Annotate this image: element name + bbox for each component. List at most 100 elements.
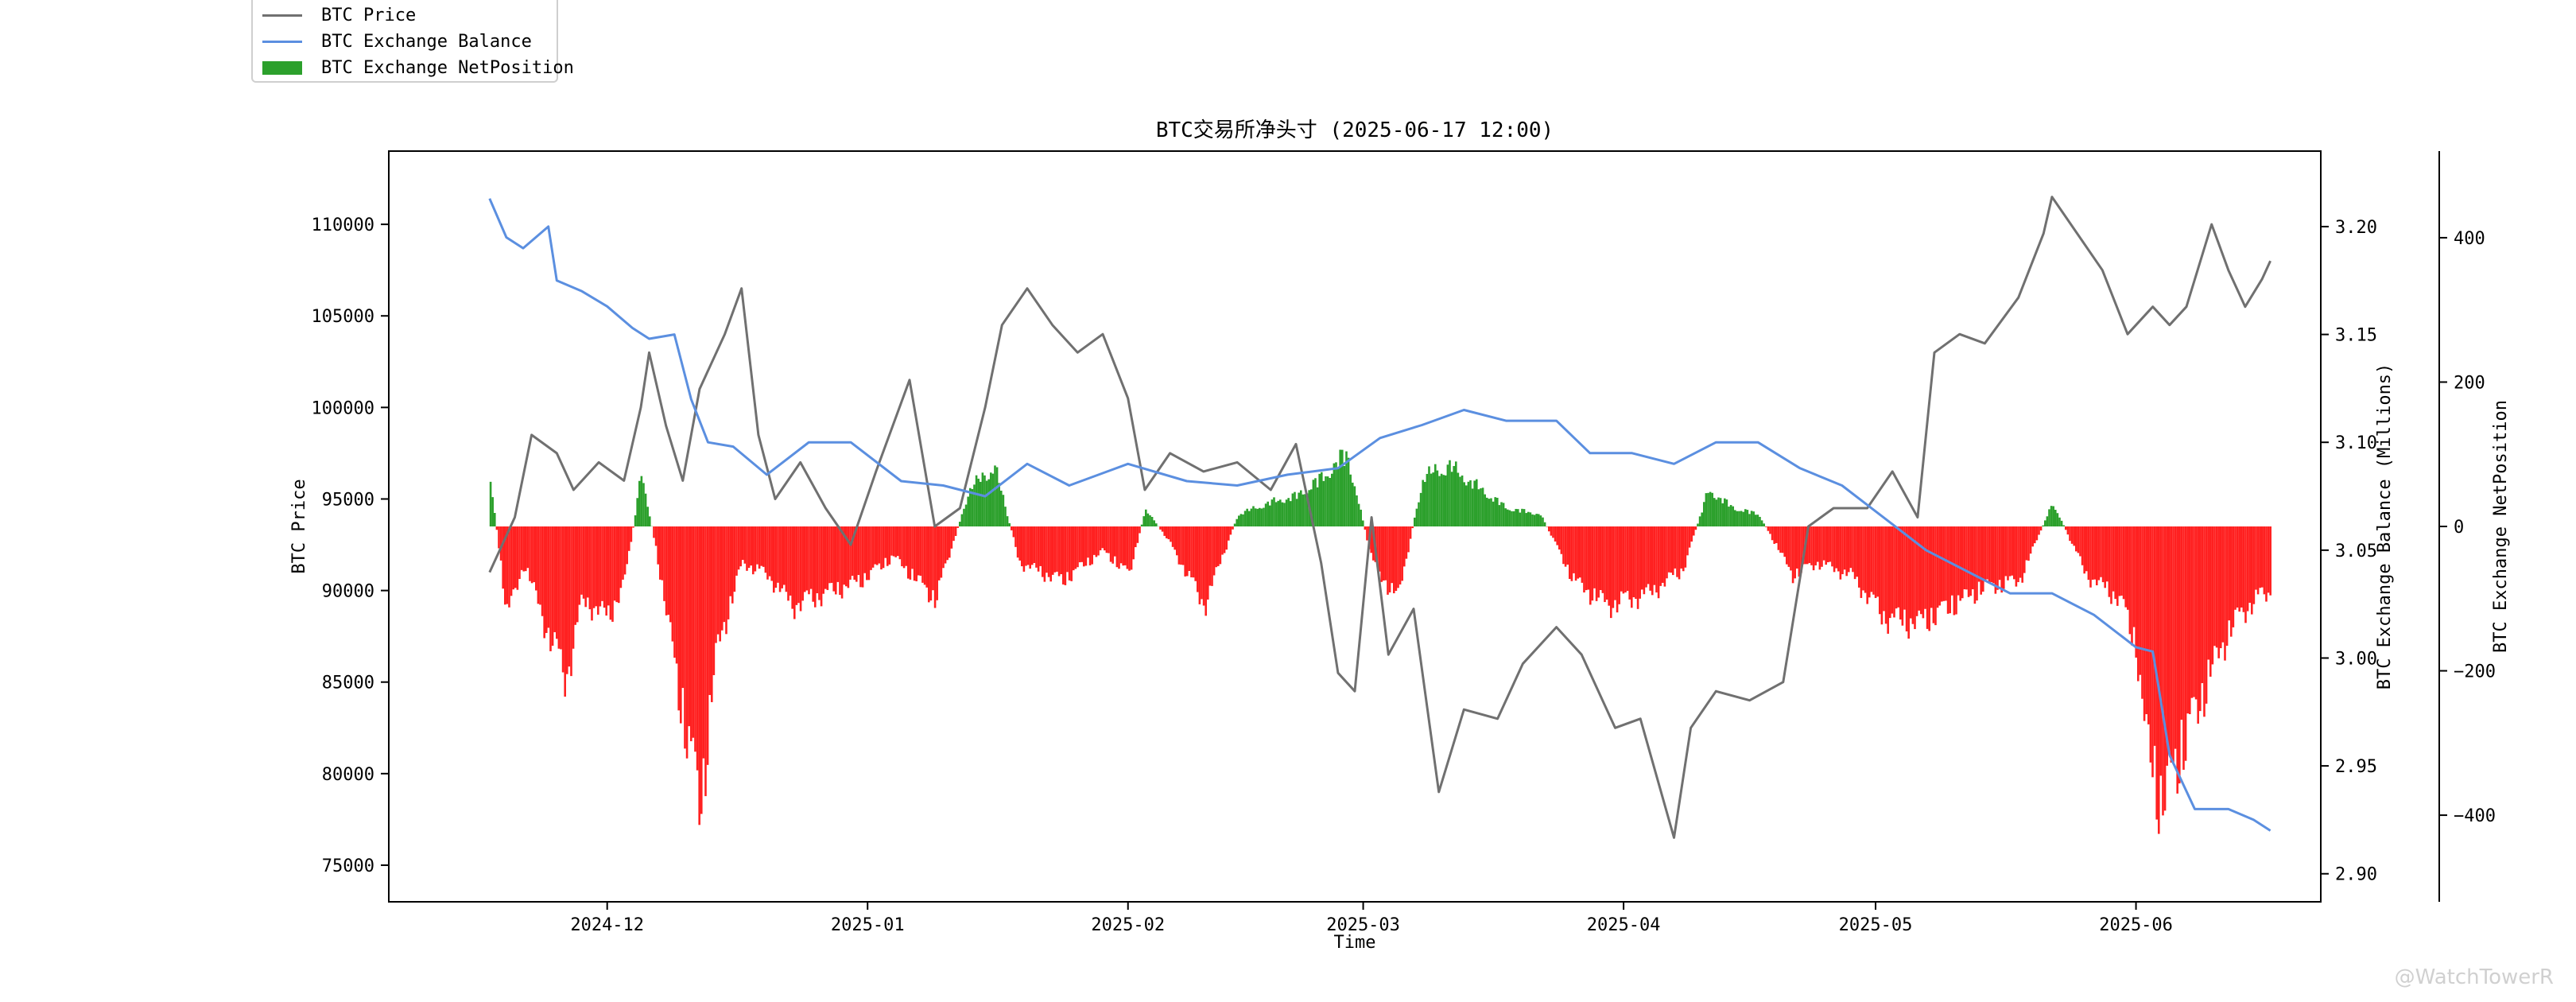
netposition-bar (1247, 511, 1251, 526)
netposition-bar (1595, 526, 1598, 601)
netposition-bar (2015, 526, 2018, 587)
netposition-bar (642, 483, 645, 526)
netposition-bar (1382, 526, 1385, 581)
netposition-bar (619, 526, 623, 588)
netposition-bar (1392, 526, 1395, 594)
netposition-bar (1872, 526, 1875, 595)
y-left-label: BTC Price (289, 479, 309, 573)
netposition-bar (1740, 511, 1743, 526)
netposition-bar (2256, 526, 2260, 595)
netposition-bar (2228, 526, 2230, 621)
netposition-bar (919, 526, 922, 576)
netposition-bar (770, 526, 773, 581)
netposition-bar (2085, 526, 2088, 572)
netposition-bar (1502, 503, 1505, 526)
netposition-bar (1573, 526, 1575, 573)
netposition-bar (1626, 526, 1629, 592)
netposition-bar (640, 476, 643, 526)
netposition-bar (1285, 499, 1288, 526)
netposition-bar (843, 526, 845, 585)
netposition-bar (1992, 526, 1995, 584)
netposition-bar (956, 526, 959, 528)
netposition-bar (648, 516, 651, 526)
netposition-bar (932, 526, 934, 591)
netposition-bar (1103, 526, 1106, 551)
netposition-bar (1409, 526, 1412, 539)
netposition-bar (1732, 506, 1734, 526)
netposition-bar (987, 479, 990, 526)
netposition-bar (595, 526, 597, 607)
netposition-bar (1039, 526, 1042, 566)
netposition-bar (1057, 526, 1061, 577)
netposition-bar (743, 526, 747, 564)
netposition-bar (1812, 526, 1815, 571)
netposition-bar (654, 526, 658, 546)
netposition-bar (539, 526, 541, 605)
netposition-bar (1860, 526, 1863, 598)
y-right2-tick-label-200: 200 (2454, 373, 2485, 393)
netposition-bar (963, 508, 965, 526)
netposition-bar (1180, 526, 1182, 565)
netposition-bar (2087, 526, 2090, 581)
netposition-bar (673, 526, 676, 658)
netposition-bar (1056, 526, 1058, 572)
netposition-bar (706, 526, 709, 765)
netposition-bar (2104, 526, 2106, 588)
netposition-bar (2149, 526, 2152, 763)
netposition-bar (689, 526, 692, 742)
netposition-bar (1847, 526, 1850, 573)
netposition-bar (1657, 526, 1660, 599)
netposition-bar (1371, 526, 1375, 561)
netposition-bar (1980, 526, 1982, 595)
netposition-bar (1953, 526, 1956, 616)
netposition-bar (1099, 526, 1102, 551)
netposition-bar (1597, 526, 1600, 598)
netposition-bar (499, 526, 502, 561)
y-left-tick-label-80000: 80000 (322, 765, 374, 785)
netposition-bar (946, 526, 949, 561)
netposition-bar (1299, 490, 1302, 526)
netposition-bar (1963, 526, 1966, 590)
netposition-bar (1616, 526, 1619, 613)
netposition-bar (1984, 526, 1987, 581)
netposition-bar (1746, 510, 1749, 526)
netposition-bar (1742, 511, 1744, 526)
netposition-bar (1413, 517, 1416, 526)
netposition-bar (613, 526, 616, 601)
netposition-bar (725, 526, 727, 635)
netposition-bar (994, 465, 996, 526)
netposition-bar (1705, 493, 1708, 526)
netposition-bar (1043, 526, 1046, 582)
netposition-bar (696, 526, 699, 771)
netposition-bar (2232, 526, 2235, 627)
y-left-tick-label-75000: 75000 (322, 856, 374, 876)
netposition-bar (1361, 520, 1364, 526)
netposition-bar (1870, 526, 1873, 592)
netposition-bar (615, 526, 618, 603)
netposition-bar (768, 526, 771, 577)
netposition-bar (1919, 526, 1922, 615)
netposition-bar (1883, 526, 1885, 612)
netposition-bar (2252, 526, 2256, 604)
netposition-bar (1428, 466, 1430, 526)
netposition-bar (514, 526, 517, 588)
netposition-bar (2023, 526, 2026, 573)
netposition-bar (2052, 506, 2054, 526)
netposition-bar (1453, 466, 1455, 526)
netposition-bar (2219, 526, 2222, 649)
netposition-bar (952, 526, 955, 542)
netposition-bar (1655, 526, 1658, 593)
netposition-bar (2054, 510, 2057, 526)
netposition-bar (1938, 526, 1941, 606)
netposition-bar (2105, 526, 2109, 582)
netposition-bar (1188, 526, 1191, 572)
netposition-bar (1219, 526, 1222, 565)
netposition-bar (1490, 498, 1492, 526)
netposition-bar (677, 526, 680, 711)
y-right2-tick-label--400: −400 (2454, 806, 2496, 826)
netposition-bar (859, 526, 862, 588)
netposition-bar (1326, 476, 1329, 526)
netposition-bar (1378, 526, 1381, 572)
netposition-bar (1849, 526, 1852, 569)
netposition-bar (871, 526, 875, 568)
